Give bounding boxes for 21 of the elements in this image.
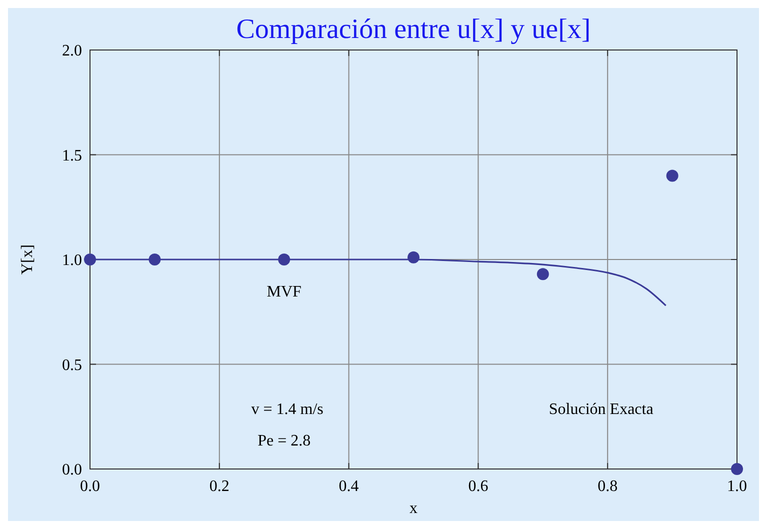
series-label: MVF [266, 284, 302, 301]
x-tick-label: 0.4 [338, 478, 359, 495]
x-tick-label: 0.0 [80, 478, 100, 495]
y-tick-label: 1.5 [62, 147, 82, 164]
y-tick-label: 1.0 [62, 252, 82, 270]
annotation: v = 1.4 m/s [251, 400, 324, 418]
x-tick-label: 1.0 [727, 478, 747, 495]
x-axis-title: x [410, 500, 418, 517]
annotation: Pe = 2.8 [258, 432, 311, 450]
chart-title: Comparación entre u[x] y ue[x] [236, 14, 591, 45]
y-tick-label: 2.0 [62, 42, 82, 60]
y-tick-label: 0.0 [62, 462, 82, 479]
point [536, 268, 549, 280]
x-tick-label: 0.2 [209, 478, 230, 495]
y-tick-label: 0.5 [62, 356, 82, 374]
y-axis-title: Y[x] [19, 244, 36, 275]
annotation: Solución Exacta [548, 400, 654, 418]
x-tick-label: 0.6 [468, 478, 488, 495]
point [666, 170, 678, 182]
point [731, 463, 743, 475]
x-tick-label: 0.8 [598, 478, 618, 495]
